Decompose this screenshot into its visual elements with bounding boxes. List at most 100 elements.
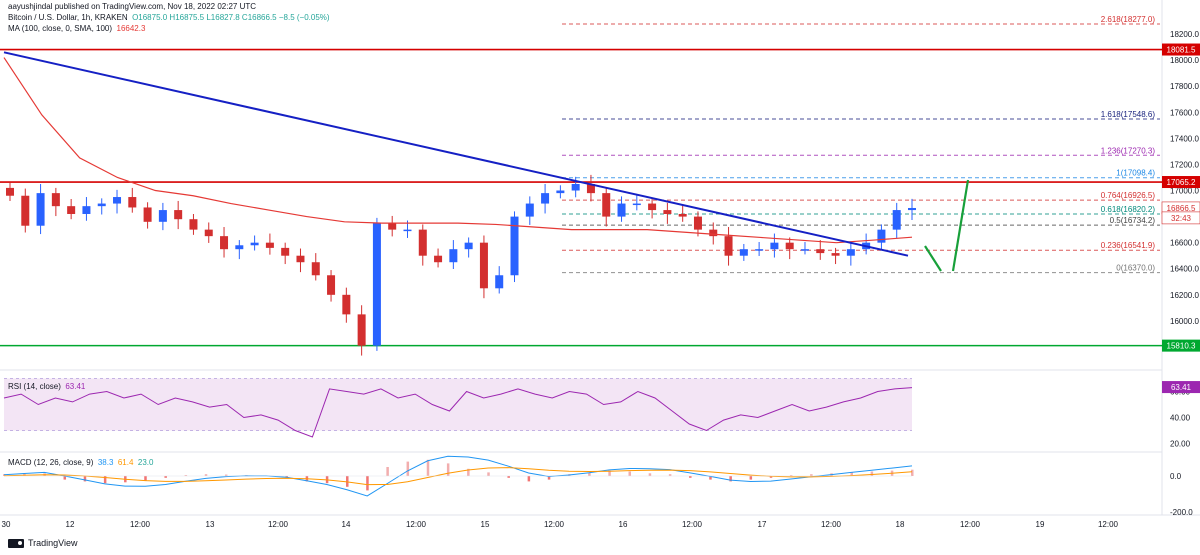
candle-body xyxy=(235,245,244,250)
macd-value-1: 38.3 xyxy=(97,458,114,467)
macd-signal-line xyxy=(3,467,913,486)
candle-body xyxy=(648,203,657,211)
candle-body xyxy=(6,187,14,196)
candle-body xyxy=(67,206,76,214)
candle-body xyxy=(770,242,779,250)
time-tick-label: 12 xyxy=(66,520,75,529)
candle-body xyxy=(586,184,595,194)
macd-histogram-bar xyxy=(648,473,652,476)
rsi-value-tag-label: 63.41 xyxy=(1171,383,1192,392)
time-tick-label: 30 xyxy=(2,520,11,529)
candle-body xyxy=(464,242,473,250)
time-tick-label: 12:00 xyxy=(960,520,981,529)
macd-histogram-bar xyxy=(709,476,712,480)
level-price-tag-label: 18081.5 xyxy=(1167,46,1196,55)
level-price-tag xyxy=(1162,43,1200,56)
candle-body xyxy=(265,242,274,248)
macd-histogram-bar xyxy=(547,476,551,480)
macd-histogram-bar xyxy=(668,474,672,476)
candle-body xyxy=(739,249,748,256)
price-tag-label: 32:43 xyxy=(1171,214,1192,223)
fib-level-label: 0.5(16734.2) xyxy=(1110,216,1156,225)
macd-histogram-bar xyxy=(789,475,793,476)
price-tick-label: 16000.0 xyxy=(1170,317,1199,326)
macd-histogram-bar xyxy=(467,468,470,476)
time-tick-label: 12:00 xyxy=(268,520,289,529)
candle-body xyxy=(755,249,764,251)
time-tick-label: 16 xyxy=(619,520,628,529)
candle-body xyxy=(663,210,672,214)
candle-body xyxy=(220,236,229,250)
projection-arrow-down xyxy=(924,245,942,272)
rsi-value-tag xyxy=(1162,381,1200,394)
legend-rsi: RSI (14, close) 63.41 xyxy=(8,382,85,391)
macd-histogram-bar xyxy=(507,476,510,478)
time-tick-label: 17 xyxy=(758,520,767,529)
candle-body xyxy=(327,275,336,295)
rsi-tick-label: 20.00 xyxy=(1170,440,1191,449)
macd-histogram-bar xyxy=(366,476,369,491)
macd-histogram-bar xyxy=(204,474,208,476)
macd-histogram-bar xyxy=(386,467,389,476)
legend-macd: MACD (12, 26, close, 9) 38.3 61.4 23.0 xyxy=(8,458,153,467)
candle-body xyxy=(403,229,412,232)
macd-histogram-bar xyxy=(426,459,430,476)
rsi-label: RSI (14, close) xyxy=(8,382,61,391)
candle-body xyxy=(174,210,183,220)
candle-body xyxy=(632,203,641,206)
macd-histogram-bar xyxy=(164,476,167,478)
candle-body xyxy=(51,193,60,207)
candle-body xyxy=(678,213,687,217)
symbol-title: Bitcoin / U.S. Dollar, 1h, KRAKEN xyxy=(8,13,128,22)
macd-histogram-bar xyxy=(689,476,692,478)
price-tick-label: 17200.0 xyxy=(1170,160,1199,169)
candle-body xyxy=(357,314,366,346)
brand-footer[interactable]: TradingView xyxy=(8,538,78,548)
candle-body xyxy=(724,236,733,256)
macd-histogram-bar xyxy=(446,463,450,476)
level-price-tag xyxy=(1162,176,1200,189)
candle-body xyxy=(97,203,106,207)
macd-histogram-bar xyxy=(144,476,147,481)
candle-body xyxy=(434,255,443,263)
price-tick-label: 17600.0 xyxy=(1170,108,1199,117)
macd-histogram-bar xyxy=(911,469,914,476)
time-tick-label: 14 xyxy=(342,520,351,529)
fib-level-label: 0(16370.0) xyxy=(1116,264,1155,273)
candle-body xyxy=(617,203,626,217)
macd-histogram-bar xyxy=(527,476,531,482)
price-tick-label: 18200.0 xyxy=(1170,30,1199,39)
candle-body xyxy=(831,253,840,256)
time-tick-label: 18 xyxy=(896,520,905,529)
macd-histogram-bar xyxy=(588,472,591,476)
time-tick-label: 12:00 xyxy=(130,520,151,529)
level-price-tag-label: 15810.3 xyxy=(1167,342,1196,351)
macd-value-2: 61.4 xyxy=(117,458,134,467)
time-tick-label: 12:00 xyxy=(1098,520,1119,529)
macd-line xyxy=(3,455,913,497)
publisher-text: aayushjindal published on TradingView.co… xyxy=(8,2,257,11)
price-tick-label: 17000.0 xyxy=(1170,187,1199,196)
time-tick-label: 12:00 xyxy=(406,520,427,529)
candle-body xyxy=(785,242,794,250)
candle-body xyxy=(877,229,886,243)
macd-histogram-bar xyxy=(184,475,188,476)
macd-histogram-bar xyxy=(810,474,813,476)
trendline xyxy=(3,51,909,257)
candle-body xyxy=(908,207,916,211)
candle-body xyxy=(21,195,30,226)
price-tick-label: 17800.0 xyxy=(1170,82,1199,91)
candle-body xyxy=(541,193,550,204)
fib-level-label: 0.764(16926.5) xyxy=(1101,191,1156,200)
time-tick-label: 13 xyxy=(206,520,215,529)
macd-histogram-bar xyxy=(224,474,228,476)
legend-symbol: Bitcoin / U.S. Dollar, 1h, KRAKEN O16875… xyxy=(8,13,330,22)
price-tick-label: 17400.0 xyxy=(1170,134,1199,143)
candle-body xyxy=(36,193,45,226)
macd-histogram-bar xyxy=(63,476,67,480)
candle-body xyxy=(82,206,91,214)
candle-body xyxy=(510,216,519,276)
price-tick-label: 16400.0 xyxy=(1170,265,1199,274)
